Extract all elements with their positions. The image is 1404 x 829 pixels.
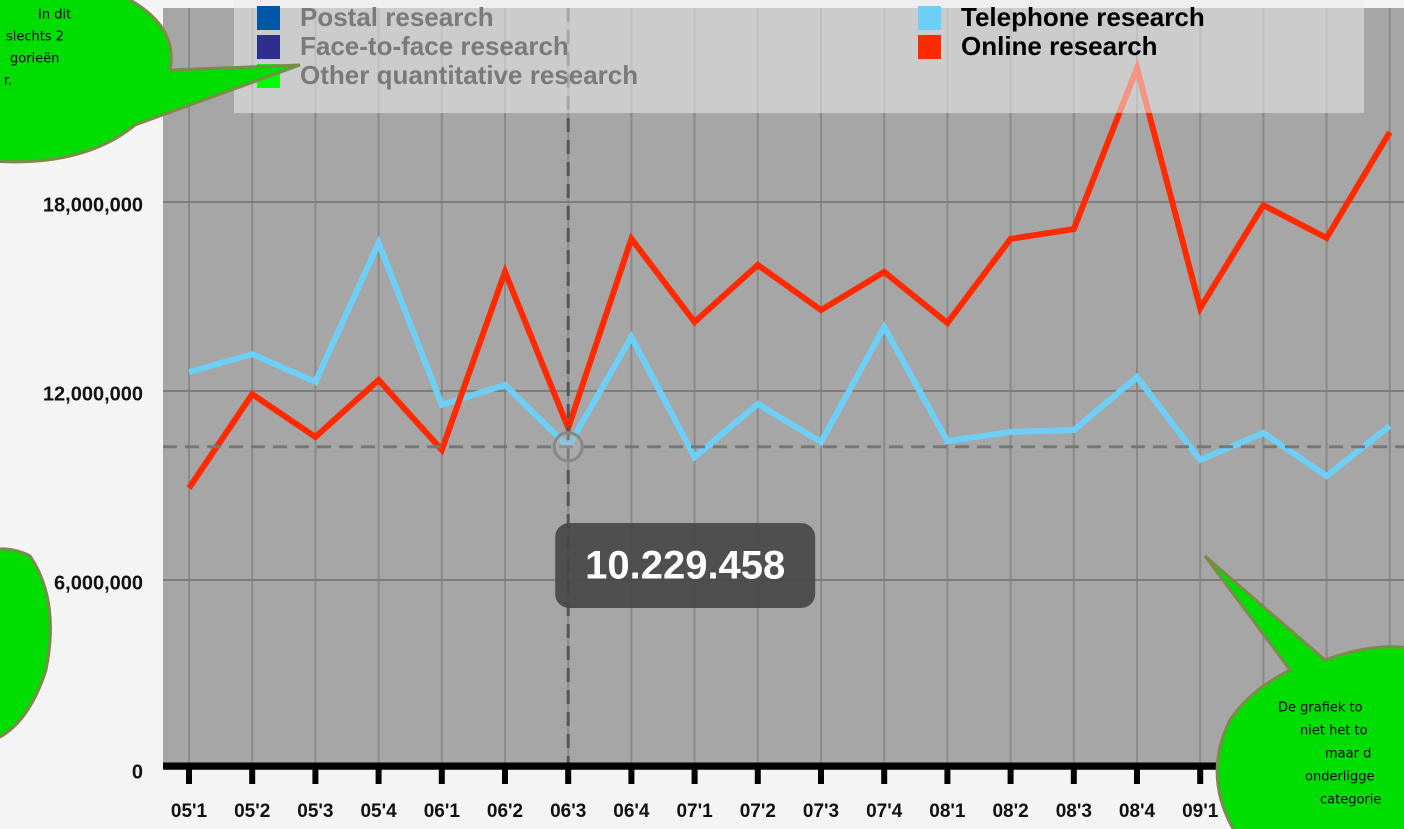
callout-text: slechts 2: [6, 30, 64, 45]
callout-text: r.: [4, 74, 12, 89]
plot-background: [163, 8, 1404, 770]
callout-bubble: [0, 547, 52, 739]
callout-bubble: [0, 0, 301, 164]
axes: 0 6,000,000 12,000,000 18,000,000 05'1 05'2 05…: [43, 194, 1404, 822]
callout-text: De grafiek to: [1278, 701, 1363, 716]
callout-text: niet het to: [1300, 724, 1368, 739]
legend-box: [234, 0, 1364, 113]
x-tick-label: 07'1: [676, 801, 713, 822]
legend-swatch: [257, 35, 280, 59]
x-tick-label: 07'4: [866, 801, 903, 822]
x-tick-label: 06'3: [550, 801, 586, 822]
legend-label: Online research: [961, 31, 1158, 61]
grid: [163, 8, 1404, 770]
callout-text: gorieën: [10, 52, 59, 67]
x-tick-label: 09'1: [1182, 801, 1219, 822]
legend-label: Face-to-face research: [300, 31, 569, 61]
y-tick-label: 6,000,000: [54, 572, 143, 594]
legend-swatch: [918, 6, 941, 30]
x-tick-label: 08'1: [929, 801, 966, 822]
legend-label: Telephone research: [961, 2, 1205, 32]
callout-text: categorie: [1320, 793, 1381, 808]
y-tick-label: 18,000,000: [43, 194, 143, 216]
tooltip: 10.229.458: [555, 523, 816, 608]
x-tick-label: 06'4: [613, 801, 650, 822]
x-tick-label: 06'1: [424, 801, 461, 822]
legend-swatch: [918, 35, 941, 59]
callout-text: In dit: [38, 8, 71, 23]
y-tick-label: 0: [132, 761, 143, 783]
lines: [186, 58, 1393, 490]
x-tick-label: 05'4: [360, 801, 397, 822]
x-tick-label: 05'3: [297, 801, 333, 822]
x-tick-label: 05'2: [234, 801, 270, 822]
crosshair: [163, 8, 1404, 769]
series-line: [188, 235, 1392, 480]
x-tick-label: 08'2: [992, 801, 1028, 822]
x-tick-label: 07'3: [803, 801, 839, 822]
callout-mid-left: [0, 547, 52, 739]
legend-label: Other quantitative research: [300, 60, 638, 90]
x-tick-label: 08'4: [1119, 801, 1156, 822]
hover-point: [552, 431, 584, 463]
x-tick-label: 07'2: [740, 801, 776, 822]
x-tick-label: 06'2: [487, 801, 523, 822]
callout-bubble: [1203, 554, 1404, 829]
callout-top-left: In dit slechts 2 gorieën r.: [0, 0, 301, 164]
callout-bottom-right: De grafiek to niet het to maar d onderli…: [1203, 554, 1404, 829]
legend-label: Postal research: [300, 2, 494, 32]
y-tick-label: 12,000,000: [43, 383, 143, 405]
tooltip-box: [555, 523, 816, 608]
x-tick-label: 08'3: [1056, 801, 1092, 822]
legend-swatch: [257, 6, 280, 30]
x-tick-label: 05'1: [171, 801, 208, 822]
tooltip-label: 10.229.458: [585, 544, 785, 588]
callout-text: onderligge: [1305, 770, 1375, 785]
callout-text: maar d: [1325, 747, 1371, 762]
series-line: [186, 58, 1393, 490]
